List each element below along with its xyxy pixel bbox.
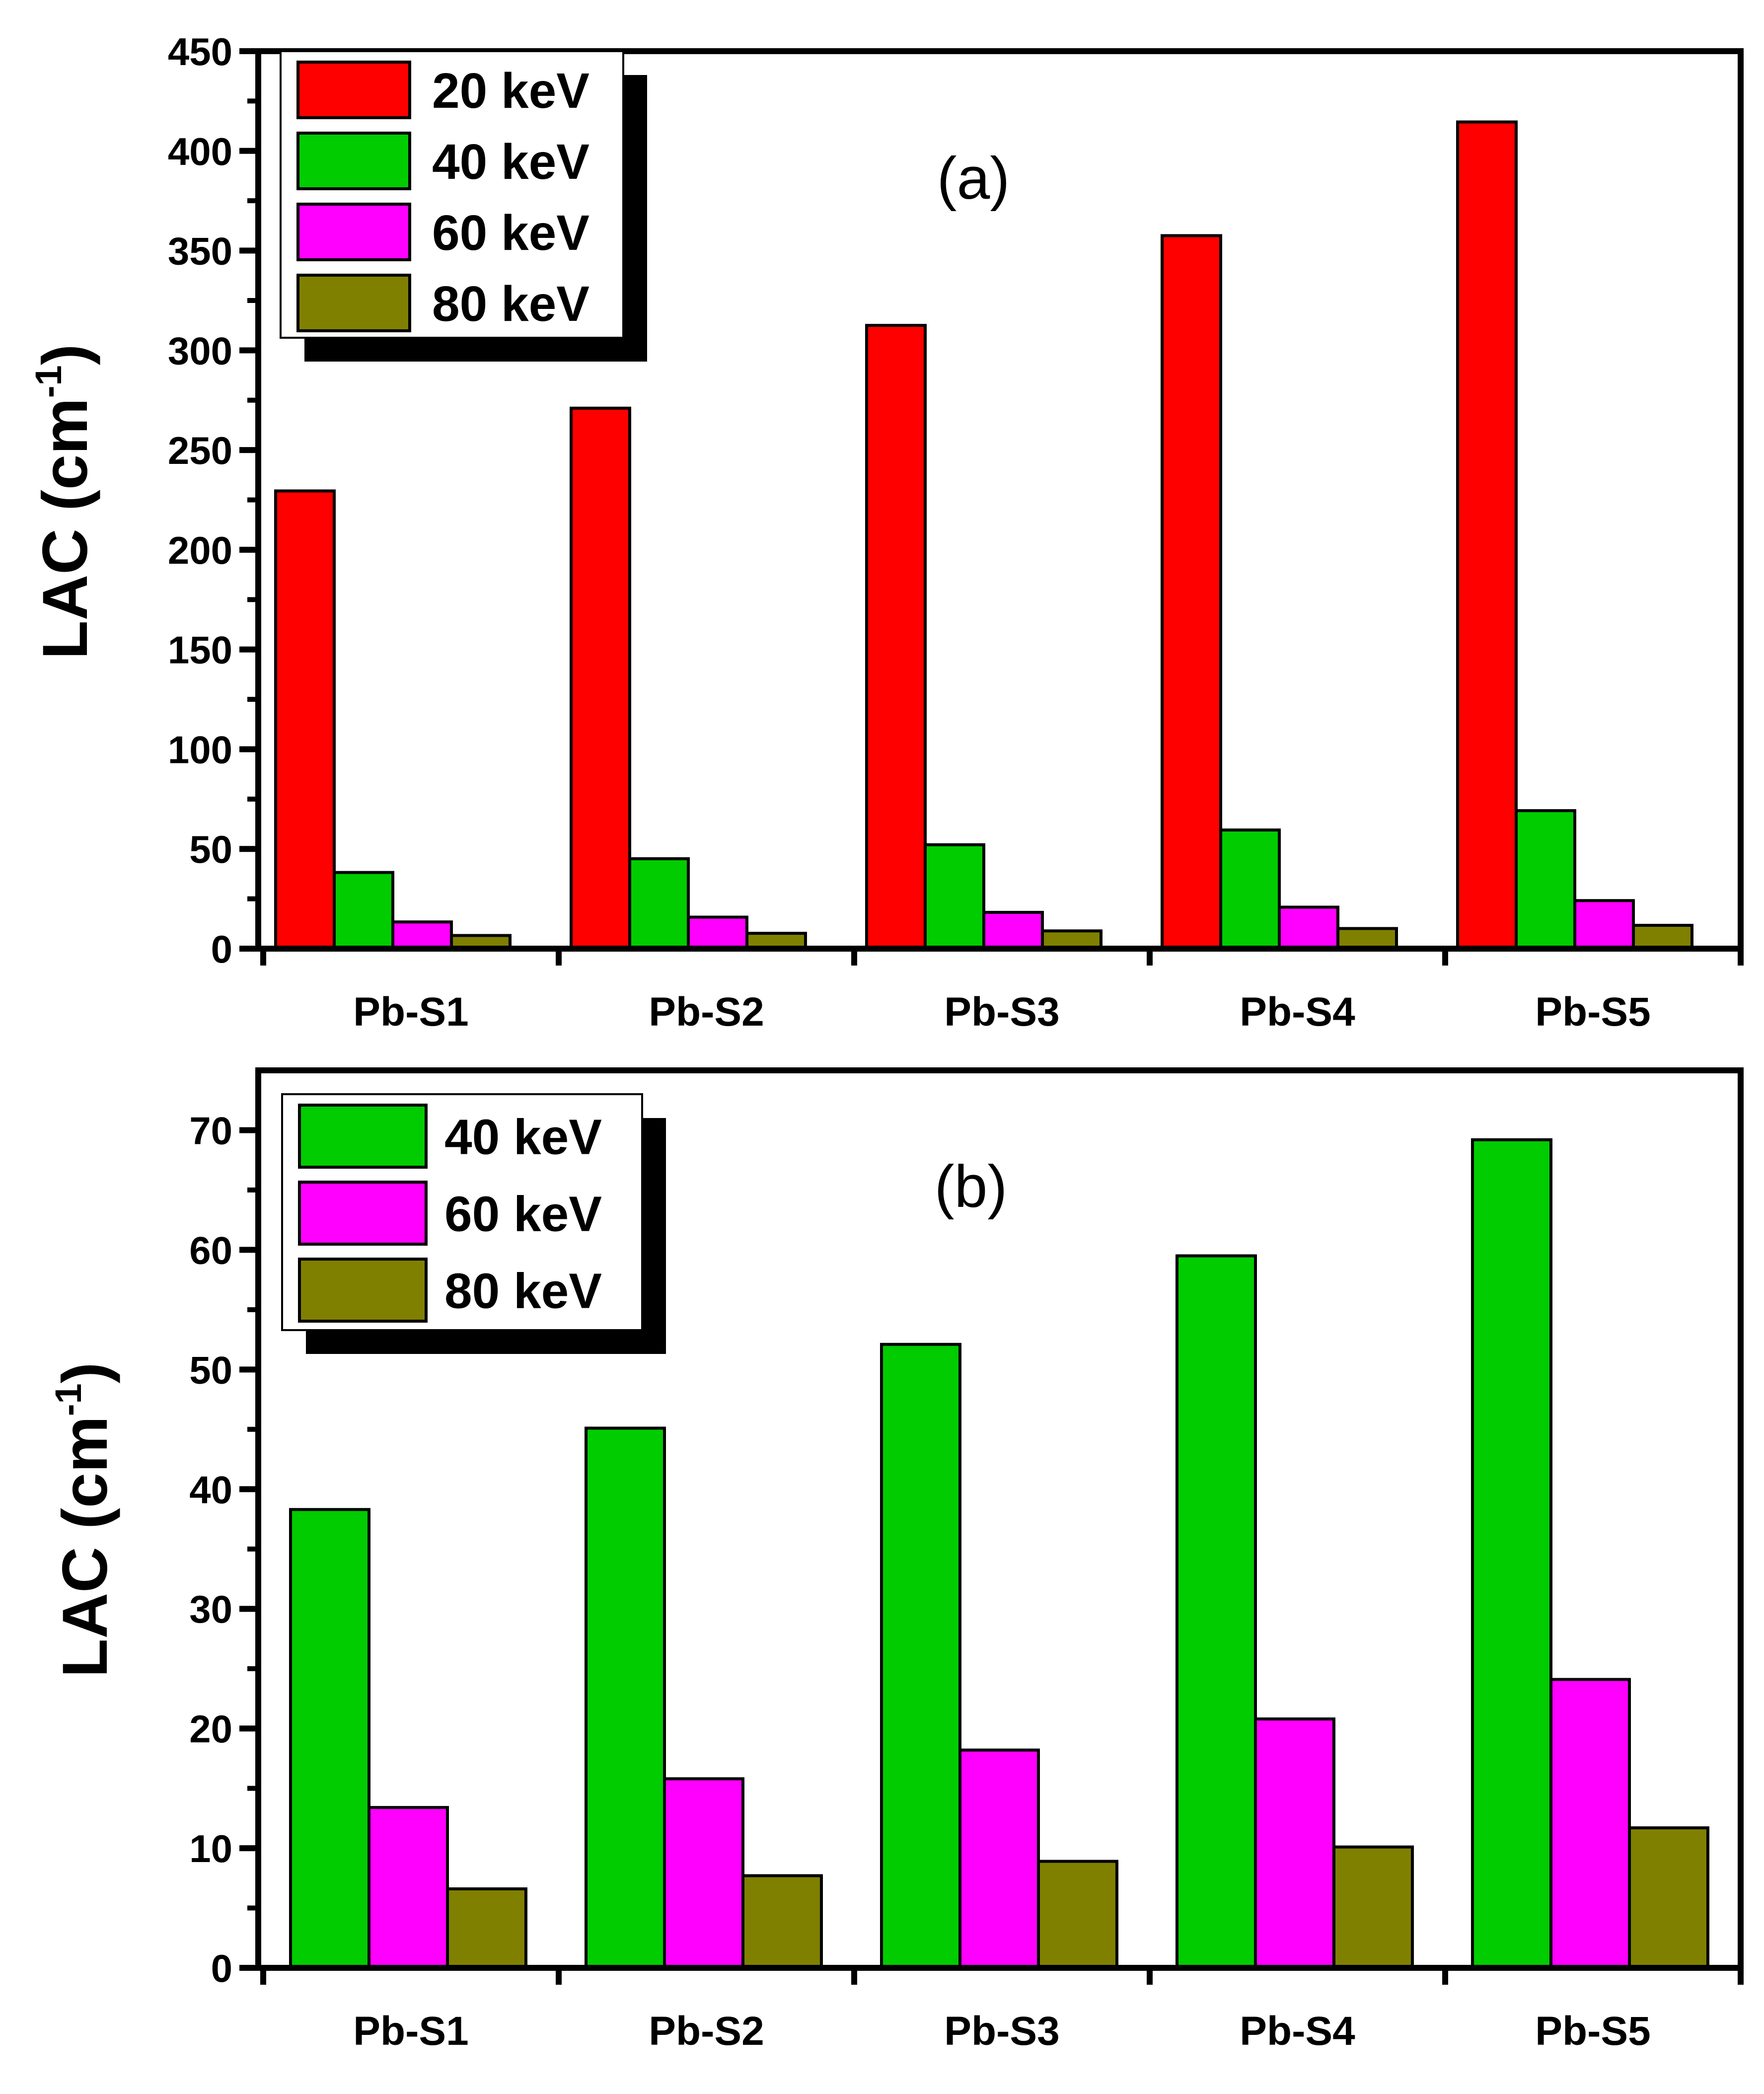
- legend-swatch: [298, 1258, 428, 1323]
- y-tick-label: 100: [168, 728, 232, 771]
- y-tick-label: 50: [189, 1348, 232, 1392]
- bar-80-kev-pb-s5: [1628, 1826, 1709, 1969]
- bar-60-kev-pb-s5: [1573, 899, 1635, 950]
- bar-80-kev-pb-s4: [1332, 1845, 1414, 1969]
- legend-label: 80 keV: [444, 1264, 602, 1319]
- bar-80-kev-pb-s4: [1336, 927, 1398, 950]
- legend-swatch: [298, 1181, 428, 1246]
- x-tick-label: Pb-S4: [1240, 989, 1355, 1035]
- bar-60-kev-pb-s2: [663, 1777, 744, 1970]
- bar-40-kev-pb-s5: [1471, 1138, 1552, 1970]
- y-axis-label-a: LAC (cm-1): [28, 344, 101, 660]
- y-tick-label: 50: [189, 827, 232, 871]
- y-tick-label: 40: [189, 1468, 232, 1511]
- y-axis-label-a-text: LAC (cm: [30, 398, 101, 659]
- x-tick-label: Pb-S2: [649, 2009, 764, 2054]
- bar-20-kev-pb-s4: [1161, 234, 1222, 951]
- bar-60-kev-pb-s3: [982, 910, 1044, 950]
- bar-20-kev-pb-s5: [1456, 120, 1518, 950]
- legend-label: 40 keV: [432, 134, 589, 190]
- y-tick-label: 350: [168, 229, 232, 273]
- y-axis-label-b-close: ): [50, 1362, 121, 1384]
- y-tick-label: 150: [168, 628, 232, 672]
- legend-a: 20 keV 40 keV 60 keV 80 keV: [280, 50, 624, 339]
- y-tick-label: 250: [168, 429, 232, 472]
- y-tick-label: 70: [189, 1109, 232, 1152]
- bar-60-kev-pb-s2: [687, 915, 748, 950]
- bar-80-kev-pb-s3: [1037, 1860, 1118, 1969]
- bar-60-kev-pb-s4: [1278, 905, 1339, 950]
- x-tick-label: Pb-S5: [1535, 989, 1650, 1035]
- x-tick-label: Pb-S3: [944, 2009, 1059, 2054]
- legend-swatch: [298, 1104, 428, 1169]
- x-tick-label: Pb-S4: [1240, 2009, 1355, 2054]
- bar-60-kev-pb-s1: [368, 1806, 449, 1970]
- plot-frame: [255, 1067, 1744, 1971]
- legend-b: 40 keV 60 keV 80 keV: [281, 1093, 643, 1331]
- x-tick-label: Pb-S5: [1535, 2009, 1650, 2054]
- bar-80-kev-pb-s1: [446, 1887, 527, 1969]
- bar-40-kev-pb-s2: [585, 1426, 666, 1969]
- bar-80-kev-pb-s2: [741, 1874, 823, 1970]
- bars-a: [274, 120, 1693, 951]
- x-tick-label: Pb-S2: [649, 989, 764, 1035]
- y-axis-label-b: LAC (cm-1): [48, 1362, 121, 1678]
- x-tick-label: Pb-S1: [353, 989, 468, 1035]
- legend-label: 60 keV: [444, 1187, 602, 1242]
- y-axis-label-b-text: LAC (cm: [50, 1416, 121, 1677]
- legend-swatch: [296, 203, 411, 261]
- bar-40-kev-pb-s5: [1515, 809, 1576, 950]
- plot-frame-b: [255, 1067, 1744, 1971]
- x-tick-label: Pb-S3: [944, 989, 1059, 1035]
- bar-40-kev-pb-s4: [1219, 828, 1281, 951]
- bar-40-kev-pb-s1: [333, 871, 394, 951]
- y-tick-label: 450: [168, 30, 232, 74]
- bar-20-kev-pb-s1: [274, 489, 336, 950]
- panel-label-b: (b): [935, 1153, 1008, 1220]
- x-axis-b: Pb-S1 Pb-S2 Pb-S3 Pb-S4 Pb-S5: [260, 1968, 1744, 2054]
- bar-40-kev-pb-s4: [1176, 1254, 1257, 1970]
- legend-label: 80 keV: [432, 276, 589, 332]
- y-axis-label-a-sup: -1: [28, 365, 69, 398]
- y-tick-label: 20: [189, 1707, 232, 1751]
- y-tick-label: 0: [211, 927, 232, 971]
- y-tick-label: 200: [168, 528, 232, 572]
- y-axis-a: 0 50 100 150 200 250 300 350 400 450: [168, 30, 258, 971]
- bar-60-kev-pb-s4: [1254, 1717, 1335, 1969]
- bar-80-kev-pb-s5: [1632, 924, 1693, 950]
- y-axis-label-a-close: ): [30, 344, 101, 366]
- legend-swatch: [296, 274, 411, 332]
- y-axis-b: 0 10 20 30 40 50 60 70: [189, 1109, 258, 1990]
- bar-60-kev-pb-s5: [1549, 1678, 1631, 1969]
- legend-swatch: [296, 132, 411, 190]
- bar-20-kev-pb-s3: [865, 324, 927, 950]
- bar-60-kev-pb-s1: [391, 920, 453, 950]
- legend-label: 40 keV: [444, 1110, 602, 1165]
- bar-40-kev-pb-s3: [924, 843, 985, 950]
- y-tick-label: 0: [211, 1946, 232, 1990]
- x-axis-a: Pb-S1 Pb-S2 Pb-S3 Pb-S4 Pb-S5: [260, 949, 1744, 1035]
- y-tick-label: 300: [168, 329, 232, 373]
- bar-60-kev-pb-s3: [958, 1748, 1040, 1969]
- bar-20-kev-pb-s2: [570, 406, 631, 950]
- x-tick-label: Pb-S1: [353, 2009, 468, 2054]
- panel-label-a: (a): [937, 145, 1010, 212]
- y-tick-label: 60: [189, 1228, 232, 1272]
- bars-b: [289, 1138, 1709, 1970]
- y-axis-label-b-sup: -1: [48, 1383, 89, 1416]
- y-tick-label: 30: [189, 1587, 232, 1631]
- y-tick-label: 10: [189, 1827, 232, 1870]
- legend-label: 60 keV: [432, 205, 589, 261]
- bar-40-kev-pb-s1: [289, 1508, 370, 1969]
- bar-40-kev-pb-s3: [880, 1343, 961, 1969]
- legend-swatch: [296, 61, 411, 119]
- legend-label: 20 keV: [432, 63, 589, 119]
- y-tick-label: 400: [168, 130, 232, 173]
- bar-40-kev-pb-s2: [628, 857, 690, 950]
